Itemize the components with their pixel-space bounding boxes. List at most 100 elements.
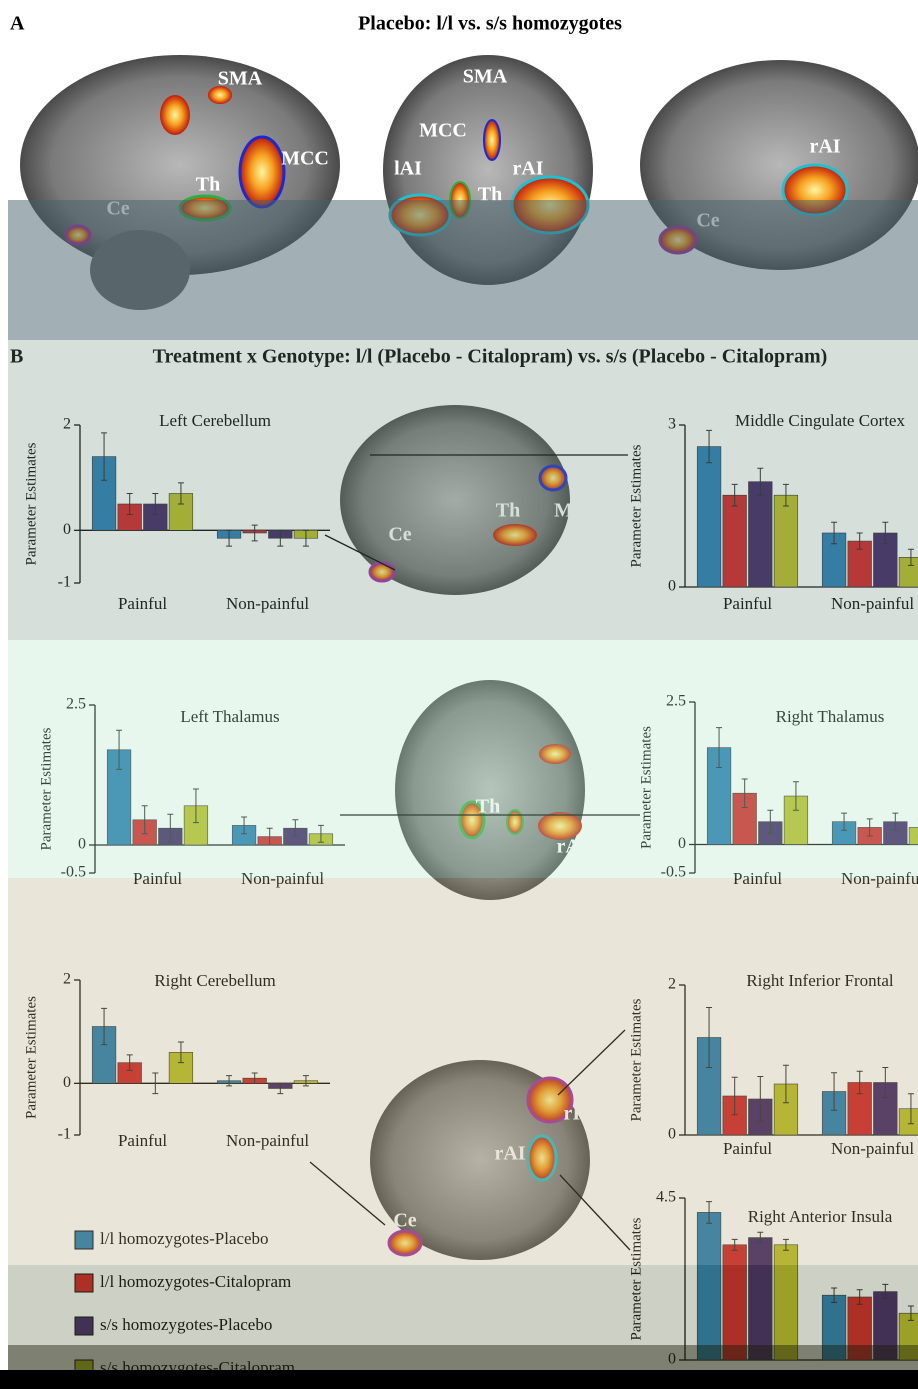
bar-chart: Middle Cingulate Cortex Parameter Estimat… <box>628 411 918 613</box>
y-axis-label: Parameter Estimates <box>628 1217 644 1340</box>
x-tick-label: Painful <box>723 1139 772 1158</box>
error-bar <box>277 1082 284 1095</box>
x-tick-label: Painful <box>723 594 772 613</box>
x-tick-label: Painful <box>118 1131 167 1150</box>
error-bar <box>226 1075 233 1087</box>
error-bar <box>782 1064 789 1104</box>
legend-swatch <box>74 1273 94 1293</box>
error-bar <box>152 492 159 516</box>
error-bar <box>757 1076 764 1122</box>
region-label: SMA <box>218 68 263 90</box>
chart-title: Right Anterior Insula <box>748 1207 893 1226</box>
bar <box>873 1291 898 1361</box>
y-axis-label: Parameter Estimates <box>38 727 54 850</box>
bar <box>908 827 918 845</box>
y-tick-label: -0.5 <box>61 864 86 881</box>
error-bar <box>251 524 258 542</box>
error-bar <box>126 1054 133 1071</box>
y-tick-label: 4.5 <box>656 1189 676 1206</box>
y-tick-label: 3 <box>668 416 676 433</box>
error-bar <box>741 778 748 808</box>
bar <box>748 481 773 588</box>
chart-title: Right Thalamus <box>776 707 885 726</box>
x-tick-label: Painful <box>118 594 167 613</box>
panel-label: A <box>10 13 25 35</box>
bar <box>898 1108 918 1136</box>
region-label: Th <box>476 796 500 818</box>
x-tick-label: Non-painful <box>831 1369 914 1388</box>
y-tick-label: -0.5 <box>661 864 686 881</box>
bar <box>821 1294 847 1361</box>
y-axis-label: Parameter Estimates <box>638 726 654 849</box>
x-tick-label: Non-painful <box>831 594 914 613</box>
bar <box>898 556 918 588</box>
x-tick-label: Non-painful <box>226 594 309 613</box>
error-bar <box>177 482 184 505</box>
error-bar <box>882 521 889 545</box>
region-label: MCC <box>419 120 467 142</box>
error-bar <box>141 805 148 835</box>
error-bar <box>792 781 799 811</box>
legend-label: s/s homozygotes-Placebo <box>100 1315 272 1334</box>
y-tick-label: 2 <box>63 416 71 433</box>
y-tick-label: -1 <box>58 574 71 591</box>
error-bar <box>266 827 273 846</box>
y-tick-label: 2 <box>668 976 676 993</box>
bar-chart: Right Thalamus Parameter Estimates -0.5 0 2.… <box>638 693 918 888</box>
error-bar <box>831 521 838 545</box>
region-label: rAI <box>809 136 840 158</box>
legend-label: l/l homozygotes-Citalopram <box>100 1272 291 1291</box>
y-axis-label: Parameter Estimates <box>628 444 644 567</box>
region-label: lAI <box>394 158 422 180</box>
error-bar <box>731 483 738 507</box>
y-tick-label: 0 <box>668 1126 676 1143</box>
x-tick-label: Painful <box>133 869 182 888</box>
error-bar <box>856 1289 863 1305</box>
y-tick-label: -1 <box>58 1126 71 1143</box>
chart-title: Right Inferior Frontal <box>746 971 894 990</box>
legend-swatch <box>74 1230 94 1250</box>
y-tick-label: 2.5 <box>66 696 86 713</box>
y-tick-label: 0 <box>668 578 676 595</box>
error-bar <box>192 788 199 824</box>
error-bar <box>277 529 284 547</box>
brain-slice <box>340 405 570 595</box>
error-bar <box>892 812 899 831</box>
y-tick-label: 0 <box>63 521 71 538</box>
region-label: Th <box>478 184 502 206</box>
panel-title: Placebo: l/l vs. s/s homozygotes <box>358 13 622 35</box>
region-label: rAI <box>556 836 587 858</box>
content: A Placebo: l/l vs. s/s homozygotes B Tre… <box>10 13 918 1388</box>
error-bar <box>882 1067 889 1098</box>
bar <box>748 1237 773 1361</box>
error-bar <box>856 532 863 550</box>
y-tick-label: 2.5 <box>666 693 686 710</box>
brain-images <box>20 55 918 1260</box>
error-bar <box>101 432 108 481</box>
legend-label: l/l homozygotes-Placebo <box>100 1229 269 1248</box>
y-axis-label: Parameter Estimates <box>23 442 39 565</box>
region-label: rIF <box>564 1103 593 1125</box>
error-bar <box>882 1283 889 1300</box>
error-bar <box>251 1072 258 1084</box>
bar <box>722 1244 747 1361</box>
y-axis-label: Parameter Estimates <box>628 998 644 1121</box>
chart-title: Left Cerebellum <box>159 411 271 430</box>
error-bar <box>907 1305 914 1321</box>
y-axis-label: Parameter Estimates <box>23 996 39 1119</box>
region-label: rIF <box>574 721 603 743</box>
x-tick-label: Non-painful <box>831 1139 914 1158</box>
legend-label: s/s homozygotes-Citalopram <box>100 1358 295 1377</box>
error-bar <box>907 1093 914 1125</box>
region-label: Ce <box>393 1210 416 1232</box>
region-label: Th <box>196 174 220 196</box>
y-tick-label: 0 <box>63 1074 71 1091</box>
x-tick-label: Painful <box>733 869 782 888</box>
region-label: rAI <box>494 1143 525 1165</box>
error-bar <box>782 1238 789 1251</box>
y-tick-label: 0 <box>668 1351 676 1368</box>
panel-label: B <box>10 346 23 368</box>
error-bar <box>126 492 133 516</box>
region-label: MCC <box>281 148 329 170</box>
y-tick-label: 2 <box>63 971 71 988</box>
